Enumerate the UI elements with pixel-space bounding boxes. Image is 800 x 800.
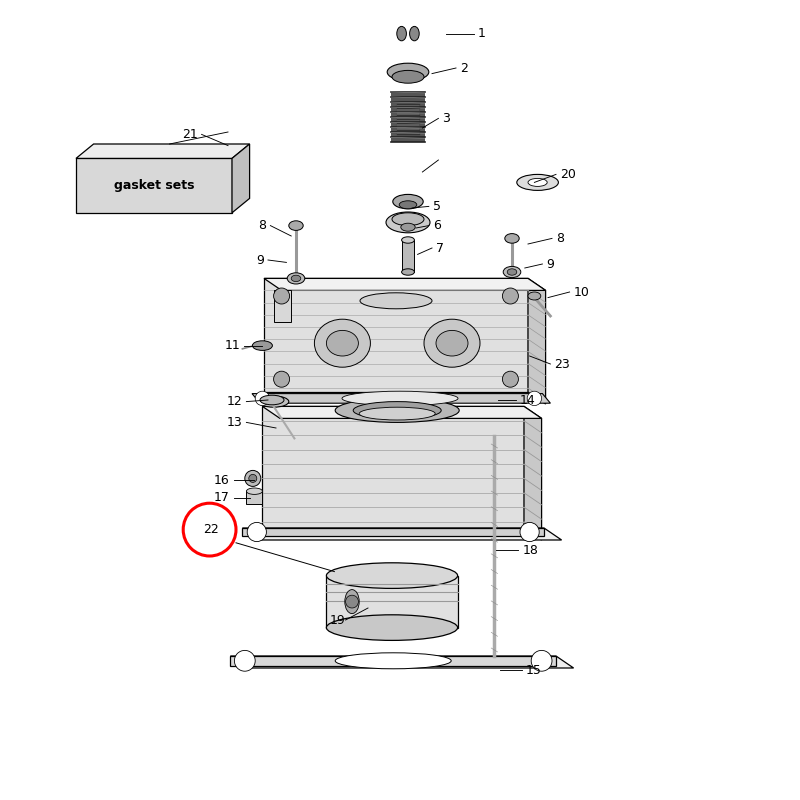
Ellipse shape <box>326 330 358 356</box>
Ellipse shape <box>253 341 272 350</box>
Circle shape <box>234 650 255 671</box>
Polygon shape <box>264 278 528 392</box>
Text: 21: 21 <box>182 128 198 141</box>
Ellipse shape <box>314 319 370 367</box>
Polygon shape <box>326 576 458 627</box>
Ellipse shape <box>401 223 415 231</box>
Text: 14: 14 <box>520 394 536 406</box>
Ellipse shape <box>289 221 303 230</box>
Ellipse shape <box>517 174 558 190</box>
Polygon shape <box>274 290 291 322</box>
Text: 20: 20 <box>560 168 576 181</box>
Ellipse shape <box>424 319 480 367</box>
Circle shape <box>520 522 539 542</box>
Ellipse shape <box>345 590 359 614</box>
Bar <box>246 491 262 504</box>
Ellipse shape <box>507 269 517 275</box>
Text: 7: 7 <box>436 242 444 254</box>
Polygon shape <box>230 656 574 668</box>
Polygon shape <box>232 144 250 213</box>
Polygon shape <box>262 406 524 528</box>
Text: 17: 17 <box>214 491 230 504</box>
Text: 3: 3 <box>442 112 450 125</box>
Circle shape <box>502 288 518 304</box>
Ellipse shape <box>354 402 442 419</box>
Text: 9: 9 <box>546 258 554 270</box>
Ellipse shape <box>528 292 541 300</box>
Ellipse shape <box>291 275 301 282</box>
Circle shape <box>247 522 266 542</box>
Ellipse shape <box>260 395 284 405</box>
Text: 1: 1 <box>478 27 486 40</box>
Ellipse shape <box>246 488 262 494</box>
Text: 16: 16 <box>214 474 230 486</box>
Circle shape <box>502 371 518 387</box>
Ellipse shape <box>436 330 468 356</box>
Circle shape <box>274 371 290 387</box>
Text: 22: 22 <box>203 523 219 536</box>
Polygon shape <box>397 104 419 134</box>
Text: 10: 10 <box>574 286 590 298</box>
Ellipse shape <box>410 26 419 41</box>
Polygon shape <box>528 278 546 404</box>
Text: 5: 5 <box>433 200 441 213</box>
Polygon shape <box>262 406 542 418</box>
Text: 19: 19 <box>330 614 346 626</box>
Ellipse shape <box>335 398 459 422</box>
Ellipse shape <box>392 70 424 83</box>
Ellipse shape <box>399 201 417 209</box>
Circle shape <box>245 470 261 486</box>
Ellipse shape <box>505 234 519 243</box>
Ellipse shape <box>287 273 305 284</box>
Ellipse shape <box>387 63 429 81</box>
Text: 8: 8 <box>258 219 266 232</box>
Ellipse shape <box>258 396 289 407</box>
Polygon shape <box>230 656 556 666</box>
Polygon shape <box>242 528 544 536</box>
Ellipse shape <box>402 237 414 243</box>
Ellipse shape <box>528 178 547 186</box>
Text: 2: 2 <box>460 62 468 74</box>
Circle shape <box>274 288 290 304</box>
Ellipse shape <box>326 614 458 640</box>
Ellipse shape <box>393 194 423 209</box>
Ellipse shape <box>386 212 430 233</box>
Ellipse shape <box>326 563 458 589</box>
Circle shape <box>255 391 270 406</box>
Ellipse shape <box>392 213 424 226</box>
Polygon shape <box>402 240 414 272</box>
Text: 23: 23 <box>554 358 570 370</box>
Ellipse shape <box>397 26 406 41</box>
Text: 12: 12 <box>226 395 242 408</box>
Text: 15: 15 <box>526 664 542 677</box>
Polygon shape <box>524 406 542 540</box>
Circle shape <box>527 391 542 406</box>
Text: 13: 13 <box>226 416 242 429</box>
Ellipse shape <box>503 266 521 278</box>
Ellipse shape <box>335 653 451 669</box>
Text: 8: 8 <box>556 232 564 245</box>
Polygon shape <box>391 92 425 142</box>
Text: 6: 6 <box>433 219 441 232</box>
Circle shape <box>531 650 552 671</box>
Text: 9: 9 <box>256 254 264 266</box>
Polygon shape <box>76 144 250 158</box>
Circle shape <box>346 595 358 608</box>
Ellipse shape <box>402 269 414 275</box>
Text: 18: 18 <box>522 544 538 557</box>
Ellipse shape <box>342 391 458 406</box>
Ellipse shape <box>359 407 435 420</box>
Circle shape <box>249 474 257 482</box>
Ellipse shape <box>360 293 432 309</box>
Text: gasket sets: gasket sets <box>114 179 194 192</box>
Polygon shape <box>252 394 550 403</box>
Polygon shape <box>264 278 546 290</box>
Text: 11: 11 <box>224 339 240 352</box>
Polygon shape <box>242 528 562 540</box>
Bar <box>76 158 232 213</box>
